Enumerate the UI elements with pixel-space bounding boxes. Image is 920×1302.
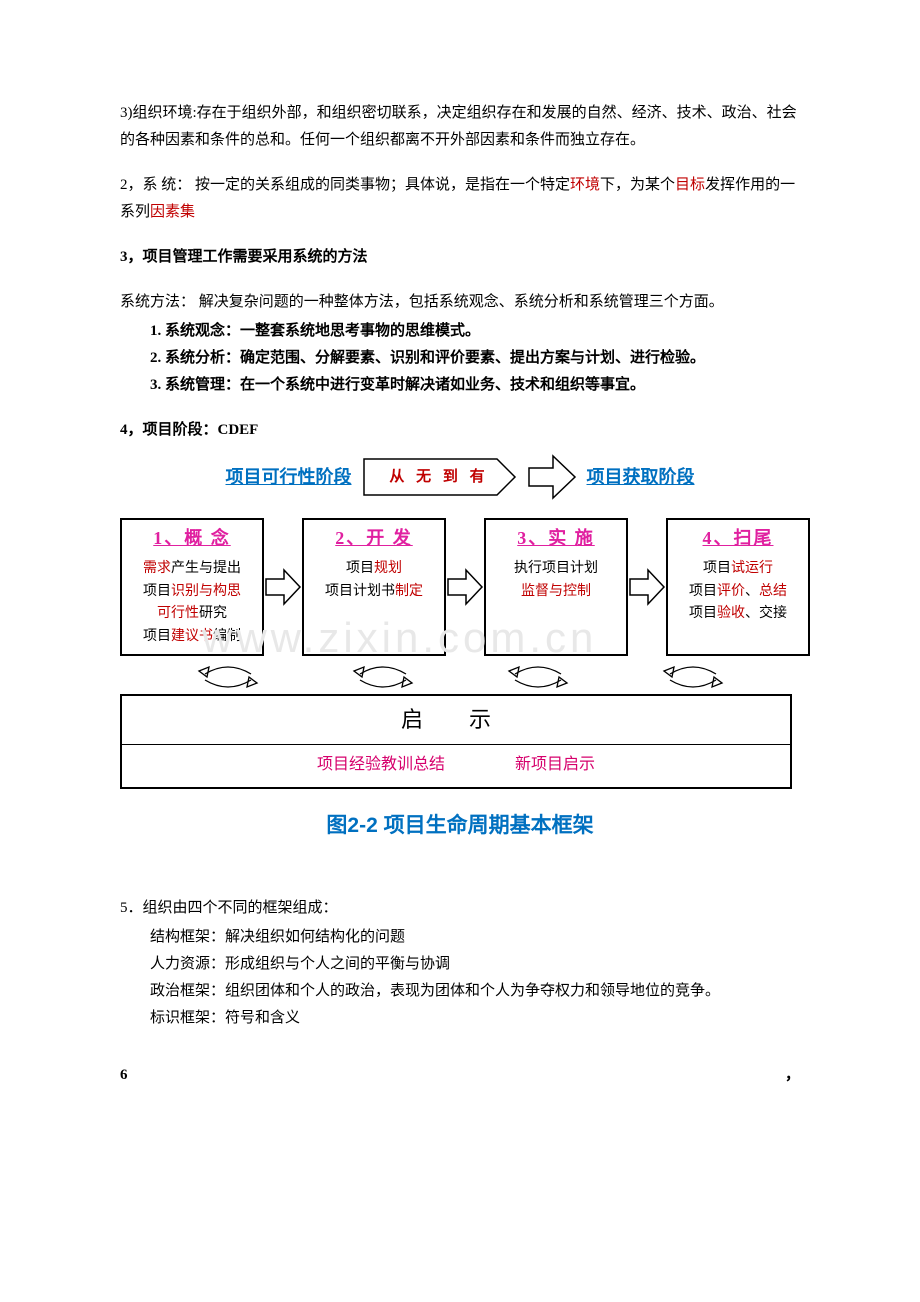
qishi-left: 项目经验教训总结 [317, 751, 445, 780]
qishi-box: 启 示 项目经验教训总结 新项目启示 [120, 694, 792, 789]
phase-body-1: 需求产生与提出项目识别与构思可行性研究项目建议书编制 [122, 556, 262, 654]
p2-mid1: 下，为某个 [600, 177, 675, 193]
phase-title-2: 2、开 发 [304, 520, 444, 556]
loop-arrow-icon [658, 664, 728, 690]
phase-box-2: 2、开 发 项目规划 项目计划书制定 [302, 518, 446, 656]
para-phase-cdef: 4，项目阶段：CDEF [120, 417, 800, 444]
qishi-body: 项目经验教训总结 新项目启示 [122, 745, 790, 788]
ff-item-4: 标识框架：符号和含义 [150, 1005, 800, 1032]
system-method-list: 1. 系统观念：一整套系统地思考事物的思维模式。 2. 系统分析：确定范围、分解… [120, 318, 800, 399]
feasibility-label: 项目可行性阶段 [226, 461, 352, 493]
phase-box-4: 4、扫尾 项目试运行项目评价、总结项目验收、交接 [666, 518, 810, 656]
para-system-method: 系统方法： 解决复杂问题的一种整体方法，包括系统观念、系统分析和系统管理三个方面… [120, 289, 800, 316]
phase-title-4: 4、扫尾 [668, 520, 808, 556]
p1-prefix: 3)组织环境: [120, 105, 197, 121]
sm-item-2: 2. 系统分析：确定范围、分解要素、识别和评价要素、提出方案与计划、进行检验。 [150, 345, 800, 372]
big-arrow-icon [527, 454, 577, 500]
acquire-label: 项目获取阶段 [587, 461, 695, 493]
arrow-1-2 [264, 518, 302, 656]
qishi-title: 启 示 [122, 696, 790, 745]
arrow-3-4 [628, 518, 666, 656]
p2-kw3: 因素集 [150, 204, 195, 220]
p7-right: ， [785, 1062, 800, 1089]
small-arrow-icon [264, 567, 302, 607]
loop-arrow-row [120, 664, 800, 690]
phase-row: www.zixin.com.cn 1、概 念 需求产生与提出项目识别与构思可行性… [120, 518, 800, 656]
para-four-frames: 5．组织由四个不同的框架组成： [120, 895, 800, 922]
phase-body-2: 项目规划 项目计划书制定 [304, 556, 444, 609]
figure-lifecycle: 项目可行性阶段 从 无 到 有 项目获取阶段 www.zixin.com.cn … [120, 454, 800, 845]
para-need-system: 3，项目管理工作需要采用系统的方法 [120, 244, 800, 271]
ff-item-2: 人力资源：形成组织与个人之间的平衡与协调 [150, 951, 800, 978]
p1-rest: 存在于组织外部，和组织密切联系，决定组织存在和发展的自然、经济、技术、政治、社会… [120, 105, 797, 148]
p7-left: 6 [120, 1062, 128, 1089]
ff-item-3: 政治框架：组织团体和个人的政治，表现为团体和个人为争夺权力和领导地位的竞争。 [150, 978, 800, 1005]
p2-kw1: 环境 [570, 177, 600, 193]
arrow-2-3 [446, 518, 484, 656]
center-arrow-text: 从 无 到 有 [362, 457, 517, 497]
phase-title-3: 3、实 施 [486, 520, 626, 556]
qishi-right: 新项目启示 [515, 751, 595, 780]
p2-prefix: 2，系 统： 按一定的关系组成的同类事物；具体说，是指在一个特定 [120, 177, 570, 193]
figure-caption: 图2-2 项目生命周期基本框架 [120, 807, 800, 845]
phase-box-1: www.zixin.com.cn 1、概 念 需求产生与提出项目识别与构思可行性… [120, 518, 264, 656]
ff-item-1: 结构框架：解决组织如何结构化的问题 [150, 924, 800, 951]
para-six: 6 ， [120, 1062, 800, 1089]
loop-arrow-icon [348, 664, 418, 690]
phase-box-3: 3、实 施 执行项目计划 监督与控制 [484, 518, 628, 656]
loop-arrow-icon [503, 664, 573, 690]
small-arrow-icon [446, 567, 484, 607]
phase-body-3: 执行项目计划 监督与控制 [486, 556, 626, 609]
phase-title-1: 1、概 念 [122, 520, 262, 556]
small-arrow-icon [628, 567, 666, 607]
loop-arrow-icon [193, 664, 263, 690]
figure-top-row: 项目可行性阶段 从 无 到 有 项目获取阶段 [120, 454, 800, 500]
sm-item-1: 1. 系统观念：一整套系统地思考事物的思维模式。 [150, 318, 800, 345]
para-system: 2，系 统： 按一定的关系组成的同类事物；具体说，是指在一个特定环境下，为某个目… [120, 172, 800, 226]
center-arrow: 从 无 到 有 [362, 457, 517, 497]
sm-item-3: 3. 系统管理：在一个系统中进行变革时解决诸如业务、技术和组织等事宜。 [150, 372, 800, 399]
four-frames-list: 结构框架：解决组织如何结构化的问题 人力资源：形成组织与个人之间的平衡与协调 政… [120, 924, 800, 1032]
para-org-env: 3)组织环境:存在于组织外部，和组织密切联系，决定组织存在和发展的自然、经济、技… [120, 100, 800, 154]
phase-body-4: 项目试运行项目评价、总结项目验收、交接 [668, 556, 808, 631]
p2-kw2: 目标 [675, 177, 705, 193]
